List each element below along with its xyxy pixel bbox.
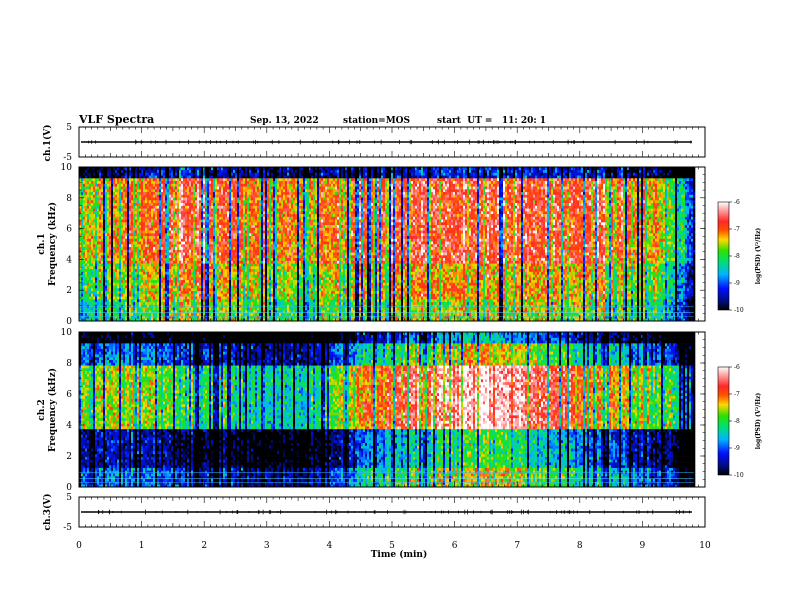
ch2-colorbar: -6 -7 -8 -9 -10 log(PSD) (V²/Hz) <box>718 364 762 479</box>
x-tick-label: 10 <box>699 541 711 551</box>
x-tick-label: 6 <box>452 541 458 551</box>
ch1-colorbar-label: log(PSD) (V²/Hz) <box>755 228 762 285</box>
freq-tick-label: 6 <box>66 225 72 235</box>
ch2-spectrogram-ylabel: Frequency (kHz) <box>47 368 58 452</box>
freq-tick-label: 2 <box>66 452 72 462</box>
ch2-colorbar-label: log(PSD) (V²/Hz) <box>755 393 762 450</box>
freq-tick-label: 0 <box>66 317 72 327</box>
colorbar-tick-label: -6 <box>734 199 740 206</box>
freq-tick-label: 2 <box>66 286 72 296</box>
ch1-waveform-ylabel: ch.1(V) <box>42 125 53 162</box>
freq-tick-label: 8 <box>66 359 72 369</box>
x-tick-label: 8 <box>577 541 583 551</box>
colorbar-tick-label: -7 <box>734 226 740 233</box>
colorbar-tick-label: -10 <box>734 307 744 314</box>
start-time-label: start UT = 11: 20: 1 <box>437 116 546 126</box>
figure: VLF Spectra Sep. 13, 2022 station=MOS st… <box>0 0 792 612</box>
freq-tick-label: 4 <box>66 255 72 265</box>
ch2-spectrogram-ylabel-channel: ch.2 <box>37 399 47 420</box>
x-tick-label: 2 <box>201 541 207 551</box>
freq-tick-label: 6 <box>66 390 72 400</box>
date-label: Sep. 13, 2022 <box>250 116 319 126</box>
ch1-colorbar: -6 -7 -8 -9 -10 log(PSD) (V²/Hz) <box>718 199 762 314</box>
freq-tick-label: 4 <box>66 421 72 431</box>
colorbar-tick-label: -8 <box>734 253 740 260</box>
x-tick-label: 1 <box>139 541 145 551</box>
ch1-spectrogram-heatmap <box>79 167 705 321</box>
x-axis-label: Time (min) <box>371 549 428 560</box>
freq-tick-label: 10 <box>61 328 73 338</box>
ch3-waveform-ylabel: ch.3(V) <box>42 494 53 531</box>
x-tick-label: 7 <box>514 541 520 551</box>
x-tick-label: 0 <box>76 541 82 551</box>
ch1-ytick-top: 5 <box>66 123 72 133</box>
station-label: station=MOS <box>343 116 410 126</box>
chart-title: VLF Spectra <box>78 113 154 126</box>
colorbar-tick-label: -9 <box>734 445 740 452</box>
colorbar-tick-label: -7 <box>734 391 740 398</box>
freq-tick-label: 10 <box>61 163 73 173</box>
ch3-ytick-top: 5 <box>66 493 72 503</box>
colorbar-tick-label: -10 <box>734 472 744 479</box>
ch2-colorbar-gradient <box>718 367 729 475</box>
x-tick-label: 4 <box>327 541 333 551</box>
ch2-spectrogram-heatmap <box>79 332 705 487</box>
freq-tick-label: 0 <box>66 483 72 493</box>
ch1-spectrogram-ylabel: Frequency (kHz) <box>47 202 58 286</box>
colorbar-tick-label: -8 <box>734 418 740 425</box>
ch3-ytick-bottom: -5 <box>63 523 72 533</box>
ch1-waveform-panel: 5 -5 ch.1(V) <box>42 123 705 163</box>
colorbar-tick-label: -6 <box>734 364 740 371</box>
ch1-spectrogram-panel: 0 2 4 6 8 10 ch.1 Frequency (kHz) <box>37 163 705 327</box>
ch3-waveform-panel: 5 -5 ch.3(V) <box>42 493 705 533</box>
ch1-colorbar-gradient <box>718 202 729 310</box>
freq-tick-label: 8 <box>66 194 72 204</box>
x-tick-label: 3 <box>264 541 270 551</box>
x-tick-label: 9 <box>640 541 646 551</box>
colorbar-tick-label: -9 <box>734 280 740 287</box>
ch1-spectrogram-ylabel-channel: ch.1 <box>37 233 47 254</box>
ch1-ytick-bottom: -5 <box>63 153 72 163</box>
ch2-spectrogram-panel: 0 2 4 6 8 10 ch.2 Frequency (kHz) <box>37 328 705 493</box>
